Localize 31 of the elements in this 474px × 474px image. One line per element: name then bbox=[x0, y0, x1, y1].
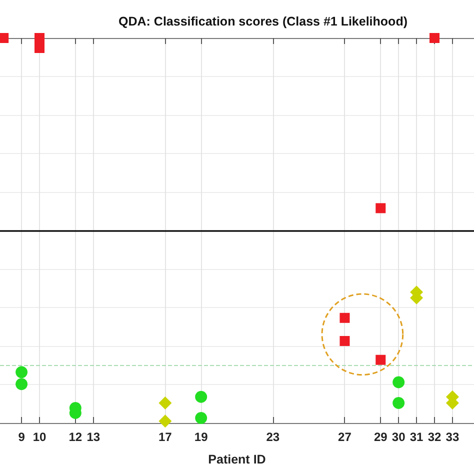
x-tick-label: 30 bbox=[392, 430, 406, 444]
point bbox=[392, 396, 405, 409]
point bbox=[34, 33, 44, 43]
x-tick-label: 29 bbox=[374, 430, 388, 444]
point bbox=[376, 354, 386, 365]
point bbox=[340, 336, 350, 346]
point bbox=[158, 414, 172, 428]
point bbox=[376, 203, 386, 214]
x-tick-label: 12 bbox=[68, 430, 82, 444]
chart-title: QDA: Classification scores (Class #1 Likelihood) bbox=[118, 14, 408, 28]
x-tick-label: 31 bbox=[410, 430, 424, 444]
point bbox=[195, 390, 208, 403]
point bbox=[16, 366, 28, 378]
x-tick-label: 9 bbox=[18, 430, 26, 444]
x-tick-label: 13 bbox=[86, 430, 100, 444]
point bbox=[195, 412, 208, 424]
point bbox=[16, 378, 28, 390]
x-tick-label: 32 bbox=[428, 430, 442, 444]
x-axis-title: Patient ID bbox=[208, 452, 266, 466]
x-tick-label: 10 bbox=[32, 430, 46, 444]
x-tick-label: 17 bbox=[158, 430, 172, 444]
point bbox=[430, 33, 440, 43]
x-tick-label: 23 bbox=[266, 430, 280, 444]
x-tick-label: 33 bbox=[446, 430, 460, 444]
point bbox=[158, 396, 172, 410]
x-tick-label: 27 bbox=[338, 430, 352, 444]
point bbox=[340, 312, 350, 323]
point bbox=[392, 376, 405, 388]
point bbox=[0, 33, 9, 43]
point bbox=[34, 43, 44, 54]
x-tick-label: 19 bbox=[194, 430, 208, 444]
